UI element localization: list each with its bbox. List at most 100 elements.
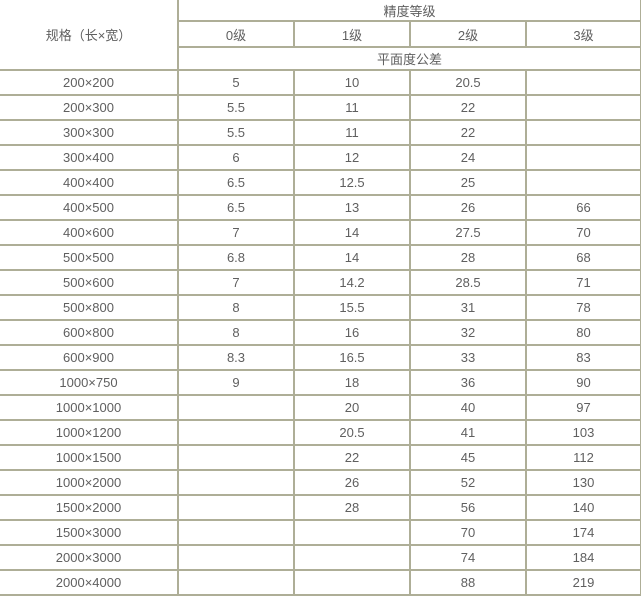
header-row-grade-group: 规格（长×宽） 精度等级 <box>0 0 641 71</box>
spec-cell: 300×400 <box>0 144 179 171</box>
value-cell: 5 <box>177 69 295 96</box>
table-row: 500×600 7 14.2 28.5 71 <box>0 269 641 296</box>
value-cell: 8 <box>177 319 295 346</box>
spec-cell: 600×800 <box>0 319 179 346</box>
table-row: 600×900 8.3 16.5 33 83 <box>0 344 641 371</box>
value-cell: 68 <box>524 244 641 271</box>
spec-cell: 300×300 <box>0 119 179 146</box>
value-cell: 219 <box>524 569 641 596</box>
table-row: 2000×3000 74 184 <box>0 544 641 571</box>
value-cell: 6.5 <box>177 169 295 196</box>
table-row: 1000×1000 20 40 97 <box>0 394 641 421</box>
table-row: 1500×2000 28 56 140 <box>0 494 641 521</box>
value-cell: 6 <box>177 144 295 171</box>
value-cell <box>524 144 641 171</box>
value-cell: 26 <box>293 469 411 496</box>
tolerance-group-header: 平面度公差 <box>176 46 641 71</box>
spec-cell: 200×200 <box>0 69 179 96</box>
value-cell: 28 <box>293 494 411 521</box>
value-cell <box>177 394 295 421</box>
value-cell: 26 <box>409 194 527 221</box>
value-cell: 20 <box>293 394 411 421</box>
table-row: 300×400 6 12 24 <box>0 144 641 171</box>
value-cell: 14.2 <box>293 269 411 296</box>
value-cell: 28.5 <box>409 269 527 296</box>
spec-column-header: 规格（长×宽） <box>0 0 179 71</box>
value-cell: 6.8 <box>177 244 295 271</box>
value-cell: 80 <box>524 319 641 346</box>
value-cell: 10 <box>293 69 411 96</box>
value-cell: 6.5 <box>177 194 295 221</box>
value-cell: 8 <box>177 294 295 321</box>
value-cell <box>177 444 295 471</box>
value-cell: 25 <box>409 169 527 196</box>
value-cell: 41 <box>409 419 527 446</box>
spec-cell: 1500×2000 <box>0 494 179 521</box>
value-cell <box>524 119 641 146</box>
value-cell: 18 <box>293 369 411 396</box>
value-cell: 11 <box>293 94 411 121</box>
table-row: 400×600 7 14 27.5 70 <box>0 219 641 246</box>
spec-cell: 1000×2000 <box>0 469 179 496</box>
value-cell: 20.5 <box>293 419 411 446</box>
value-cell: 90 <box>524 369 641 396</box>
value-cell: 140 <box>524 494 641 521</box>
table-row: 500×800 8 15.5 31 78 <box>0 294 641 321</box>
value-cell: 24 <box>409 144 527 171</box>
value-cell: 22 <box>293 444 411 471</box>
value-cell <box>177 569 295 596</box>
table-row: 2000×4000 88 219 <box>0 569 641 596</box>
table-row: 1000×1500 22 45 112 <box>0 444 641 471</box>
spec-cell: 1000×1200 <box>0 419 179 446</box>
value-cell: 70 <box>409 519 527 546</box>
value-cell <box>293 544 411 571</box>
value-cell <box>177 544 295 571</box>
table-row: 1000×750 9 18 36 90 <box>0 369 641 396</box>
value-cell: 174 <box>524 519 641 546</box>
value-cell <box>177 494 295 521</box>
value-cell: 31 <box>409 294 527 321</box>
header-row-tolerance: 平面度公差 <box>0 46 641 71</box>
spec-cell: 2000×4000 <box>0 569 179 596</box>
spec-cell: 1500×3000 <box>0 519 179 546</box>
value-cell: 20.5 <box>409 69 527 96</box>
table-row: 1500×3000 70 174 <box>0 519 641 546</box>
value-cell: 130 <box>524 469 641 496</box>
value-cell: 9 <box>177 369 295 396</box>
value-cell: 13 <box>293 194 411 221</box>
value-cell: 52 <box>409 469 527 496</box>
table-row: 400×500 6.5 13 26 66 <box>0 194 641 221</box>
value-cell: 12.5 <box>293 169 411 196</box>
value-cell: 112 <box>524 444 641 471</box>
grade-level-header-3: 3级 <box>524 20 641 48</box>
value-cell: 16.5 <box>293 344 411 371</box>
value-cell: 28 <box>409 244 527 271</box>
spec-cell: 600×900 <box>0 344 179 371</box>
value-cell <box>177 469 295 496</box>
value-cell: 14 <box>293 219 411 246</box>
table-row: 300×300 5.5 11 22 <box>0 119 641 146</box>
value-cell: 22 <box>409 119 527 146</box>
table-header: 规格（长×宽） 精度等级 0级 1级 2级 3级 平面度公差 <box>0 0 641 71</box>
spec-table-body: 200×200 5 10 20.5 200×300 5.5 11 22 300×… <box>0 69 641 596</box>
grade-group-header: 精度等级 <box>176 0 641 22</box>
value-cell: 184 <box>524 544 641 571</box>
value-cell <box>524 69 641 96</box>
table-row: 600×800 8 16 32 80 <box>0 319 641 346</box>
table-row: 200×300 5.5 11 22 <box>0 94 641 121</box>
spec-cell: 200×300 <box>0 94 179 121</box>
value-cell <box>293 569 411 596</box>
table-row: 1000×1200 20.5 41 103 <box>0 419 641 446</box>
table-row: 500×500 6.8 14 28 68 <box>0 244 641 271</box>
value-cell: 45 <box>409 444 527 471</box>
value-cell: 14 <box>293 244 411 271</box>
grade-level-header-0: 0级 <box>177 20 295 48</box>
header-row-grade-levels: 0级 1级 2级 3级 <box>0 20 641 48</box>
grade-level-header-1: 1级 <box>293 20 411 48</box>
value-cell: 5.5 <box>177 119 295 146</box>
value-cell: 8.3 <box>177 344 295 371</box>
value-cell: 88 <box>409 569 527 596</box>
value-cell: 32 <box>409 319 527 346</box>
